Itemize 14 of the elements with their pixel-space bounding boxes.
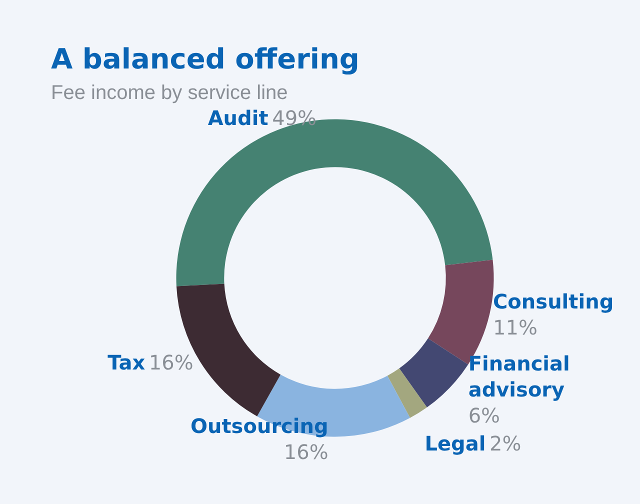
slice-label: Consulting: [493, 290, 614, 314]
slice-label: Financial advisory: [468, 351, 570, 402]
data-label: 6%: [468, 403, 500, 428]
slice-label: Legal: [424, 431, 486, 456]
chart-subtitle: Fee income by service line: [51, 82, 288, 104]
data-label: 49%: [272, 106, 317, 130]
slice-label: Audit: [208, 106, 269, 130]
data-label: 16%: [148, 350, 194, 375]
slice-label: Tax: [108, 350, 146, 375]
data-label: 16%: [284, 440, 328, 464]
chart-title: A balanced offering: [51, 42, 360, 76]
slice-label: Outsourcing: [190, 414, 328, 438]
data-label: 2%: [490, 431, 522, 456]
data-label: 11%: [493, 316, 538, 340]
